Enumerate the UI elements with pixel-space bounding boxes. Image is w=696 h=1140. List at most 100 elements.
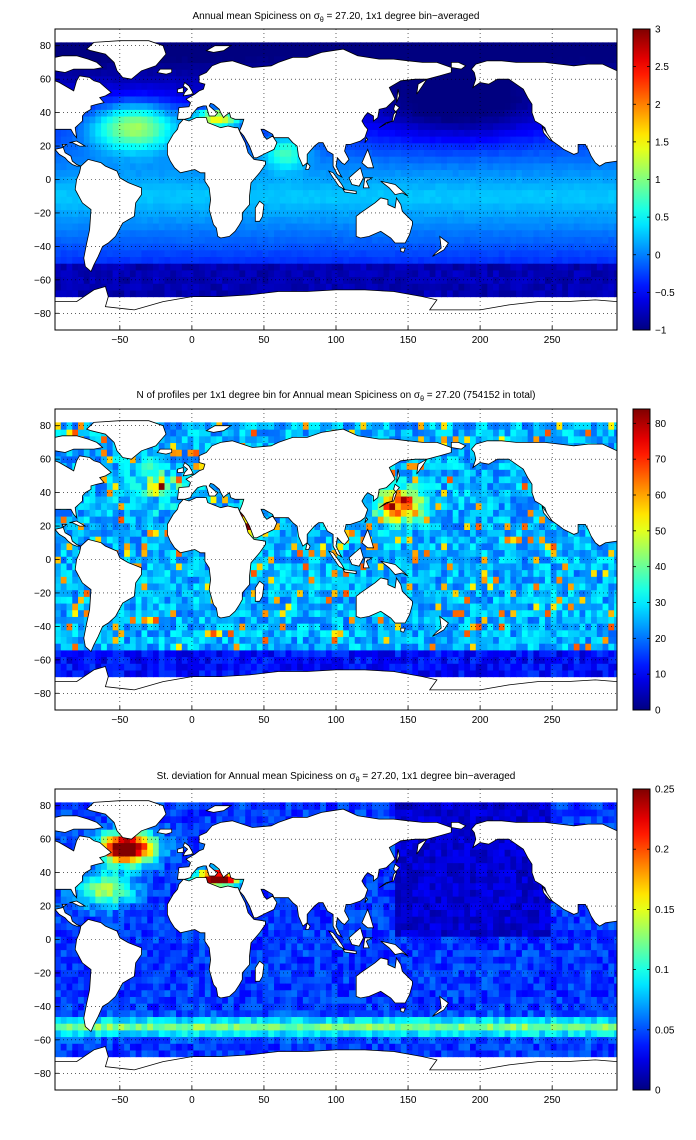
heatmap-cell (291, 202, 298, 211)
heatmap-cell (331, 236, 339, 244)
heatmap-cell (187, 189, 194, 197)
heatmap-cell (106, 656, 114, 664)
heatmap-cell (152, 536, 160, 544)
heatmap-cell (608, 162, 615, 171)
heatmap-cell (297, 202, 304, 211)
heatmap-cell (343, 216, 350, 224)
heatmap-cell (262, 202, 269, 211)
heatmap-cell (95, 102, 102, 110)
heatmap-cell (95, 449, 102, 457)
heatmap-cell (481, 82, 488, 90)
heatmap-cell (193, 55, 200, 64)
heatmap-cell (256, 236, 264, 244)
heatmap-cell (406, 102, 413, 110)
heatmap-cell (562, 222, 569, 231)
heatmap-cell (239, 256, 246, 264)
heatmap-cell (89, 109, 96, 117)
heatmap-cell (573, 202, 581, 211)
heatmap-cell (343, 283, 350, 291)
heatmap-cell (297, 263, 304, 271)
heatmap-cell (412, 42, 419, 50)
heatmap-cell (608, 176, 615, 184)
heatmap-cell (204, 596, 212, 604)
heatmap-cell (268, 202, 275, 211)
heatmap-cell (147, 669, 154, 678)
heatmap-cell (285, 176, 292, 184)
heatmap-cell (152, 569, 160, 577)
heatmap-cell (452, 289, 460, 298)
heatmap-cell (118, 549, 125, 557)
heatmap-cell (464, 269, 471, 278)
heatmap-cell (227, 115, 235, 124)
heatmap-cell (429, 263, 437, 271)
heatmap-cell (112, 69, 119, 77)
heatmap-cell (458, 49, 465, 57)
heatmap-cell (487, 229, 494, 237)
heatmap-cell (210, 663, 217, 671)
heatmap-cell (141, 455, 148, 464)
heatmap-cell (89, 495, 96, 504)
heatmap-cell (498, 289, 506, 298)
heatmap-cell (106, 495, 114, 504)
heatmap-cell (60, 562, 68, 571)
heatmap-cell (544, 289, 552, 298)
heatmap-cell (556, 55, 563, 64)
heatmap-cell (372, 269, 379, 278)
heatmap-cell (124, 156, 131, 164)
heatmap-cell (487, 89, 494, 97)
heatmap-cell (262, 42, 269, 50)
heatmap-cell (147, 589, 154, 597)
heatmap-cell (481, 122, 488, 130)
y-tick-label: 20 (40, 142, 52, 153)
heatmap-cell (181, 289, 189, 298)
heatmap-cell (400, 49, 408, 57)
heatmap-cell (389, 49, 396, 57)
heatmap-cell (521, 42, 529, 50)
heatmap-cell (429, 156, 437, 164)
heatmap-cell (245, 142, 252, 150)
heatmap-cell (135, 623, 143, 631)
heatmap-cell (343, 236, 350, 244)
heatmap-cell (446, 49, 454, 57)
heatmap-cell (573, 283, 581, 291)
heatmap-cell (498, 189, 506, 197)
heatmap-cell (193, 629, 200, 638)
heatmap-cell (418, 115, 425, 124)
heatmap-cell (550, 156, 558, 164)
heatmap-cell (141, 122, 148, 130)
heatmap-cell (170, 636, 177, 644)
heatmap-cell (470, 42, 477, 50)
heatmap-cell (458, 102, 465, 110)
heatmap-cell (285, 202, 292, 211)
heatmap-cell (158, 475, 166, 484)
heatmap-cell (170, 442, 177, 450)
heatmap-cell (395, 269, 402, 278)
heatmap-cell (377, 115, 385, 124)
heatmap-cell (239, 269, 246, 278)
heatmap-cell (360, 42, 367, 50)
heatmap-cell (83, 222, 91, 231)
heatmap-cell (493, 256, 500, 264)
heatmap-cell (302, 229, 310, 237)
heatmap-cell (562, 196, 569, 204)
heatmap-cell (135, 95, 143, 104)
heatmap-cell (533, 216, 540, 224)
heatmap-cell (493, 122, 500, 130)
heatmap-cell (470, 182, 477, 191)
heatmap-cell (585, 156, 592, 164)
heatmap-cell (377, 49, 385, 57)
heatmap-cell (395, 149, 402, 157)
heatmap-cell (250, 249, 258, 258)
heatmap-cell (78, 156, 85, 164)
heatmap-cell (498, 169, 506, 177)
heatmap-cell (279, 42, 287, 50)
heatmap-cell (429, 269, 437, 278)
heatmap-cell (176, 656, 183, 664)
heatmap-cell (389, 196, 396, 204)
heatmap-cell (141, 482, 148, 490)
heatmap-cell (470, 189, 477, 197)
heatmap-cell (533, 249, 540, 258)
heatmap-cell (181, 243, 189, 251)
heatmap-cell (314, 156, 321, 164)
heatmap-cell (141, 136, 148, 144)
